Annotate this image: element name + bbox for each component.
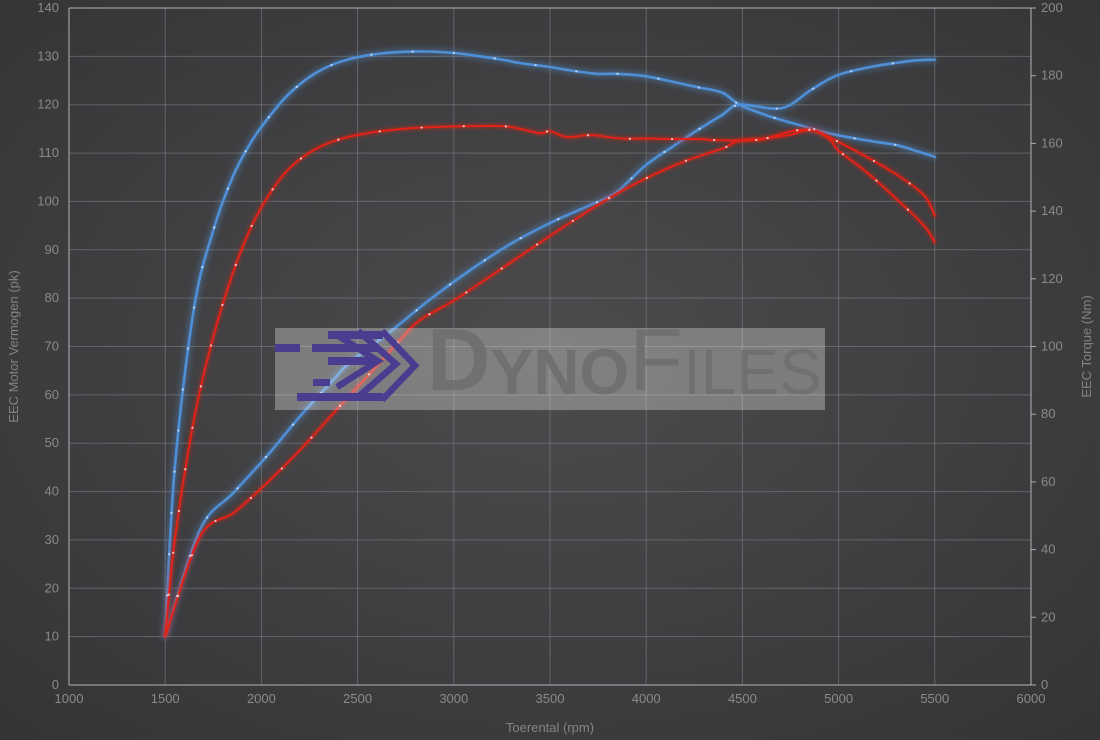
svg-text:60: 60 (45, 387, 59, 402)
svg-text:120: 120 (1041, 271, 1063, 286)
svg-text:5000: 5000 (824, 691, 853, 706)
svg-text:1000: 1000 (55, 691, 84, 706)
svg-text:80: 80 (45, 290, 59, 305)
svg-text:20: 20 (1041, 609, 1055, 624)
svg-text:70: 70 (45, 339, 59, 354)
svg-text:2500: 2500 (343, 691, 372, 706)
svg-text:2000: 2000 (247, 691, 276, 706)
svg-text:160: 160 (1041, 135, 1063, 150)
svg-text:120: 120 (37, 97, 59, 112)
svg-text:140: 140 (1041, 203, 1063, 218)
svg-text:10: 10 (45, 629, 59, 644)
svg-text:EEC Motor Vermogen (pk): EEC Motor Vermogen (pk) (6, 270, 21, 422)
svg-text:140: 140 (37, 0, 59, 15)
svg-text:130: 130 (37, 48, 59, 63)
svg-text:40: 40 (1041, 542, 1055, 557)
svg-text:80: 80 (1041, 406, 1055, 421)
svg-text:100: 100 (1041, 339, 1063, 354)
svg-text:200: 200 (1041, 0, 1063, 15)
svg-text:30: 30 (45, 532, 59, 547)
svg-text:110: 110 (38, 145, 59, 160)
svg-text:5500: 5500 (920, 691, 949, 706)
svg-text:EEC Torque (Nm): EEC Torque (Nm) (1079, 295, 1094, 397)
svg-text:0: 0 (1041, 677, 1048, 692)
svg-text:0: 0 (52, 677, 59, 692)
svg-text:4500: 4500 (728, 691, 757, 706)
svg-text:20: 20 (45, 580, 59, 595)
svg-text:3500: 3500 (536, 691, 565, 706)
svg-text:90: 90 (45, 242, 59, 257)
svg-text:100: 100 (37, 193, 59, 208)
svg-text:50: 50 (45, 435, 59, 450)
svg-text:DYNOFILES: DYNOFILES (427, 310, 822, 409)
svg-text:4000: 4000 (632, 691, 661, 706)
svg-text:6000: 6000 (1017, 691, 1046, 706)
svg-text:Toerental (rpm): Toerental (rpm) (506, 720, 594, 735)
svg-text:60: 60 (1041, 474, 1055, 489)
svg-text:40: 40 (45, 484, 59, 499)
svg-text:180: 180 (1041, 68, 1063, 83)
svg-text:1500: 1500 (151, 691, 180, 706)
svg-text:3000: 3000 (439, 691, 468, 706)
